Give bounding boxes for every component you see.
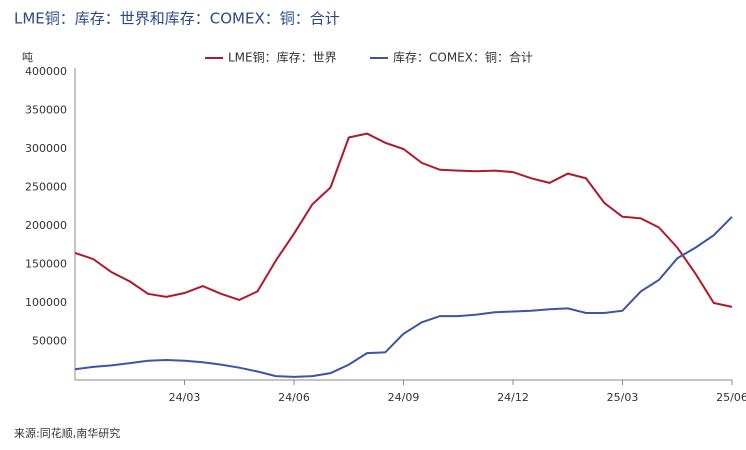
chart-title: LME铜：库存：世界和库存：COMEX：铜：合计: [14, 10, 340, 28]
x-tick-label: 24/06: [278, 391, 310, 404]
x-tick-label: 25/03: [607, 391, 639, 404]
x-tick-label: 24/09: [388, 391, 420, 404]
x-tick-label: 24/12: [497, 391, 529, 404]
y-tick-label: 300000: [25, 142, 67, 155]
y-tick-label: 400000: [25, 65, 67, 78]
legend-label: LME铜：库存：世界: [228, 50, 337, 65]
x-tick-label: 25/06: [716, 391, 746, 404]
source-note: 来源:同花顺,南华研究: [14, 426, 120, 440]
y-tick-label: 100000: [25, 296, 67, 309]
y-tick-label: 150000: [25, 258, 67, 271]
y-tick-label: 50000: [32, 335, 67, 348]
series-line: [74, 132, 733, 308]
legend-label: 库存：COMEX：铜：合计: [393, 50, 533, 65]
y-axis-unit: 吨: [22, 51, 33, 64]
y-tick-label: 350000: [25, 104, 67, 117]
x-tick-label: 24/03: [169, 391, 201, 404]
series-line: [74, 216, 733, 378]
y-tick-label: 200000: [25, 219, 67, 232]
y-tick-label: 250000: [25, 181, 67, 194]
